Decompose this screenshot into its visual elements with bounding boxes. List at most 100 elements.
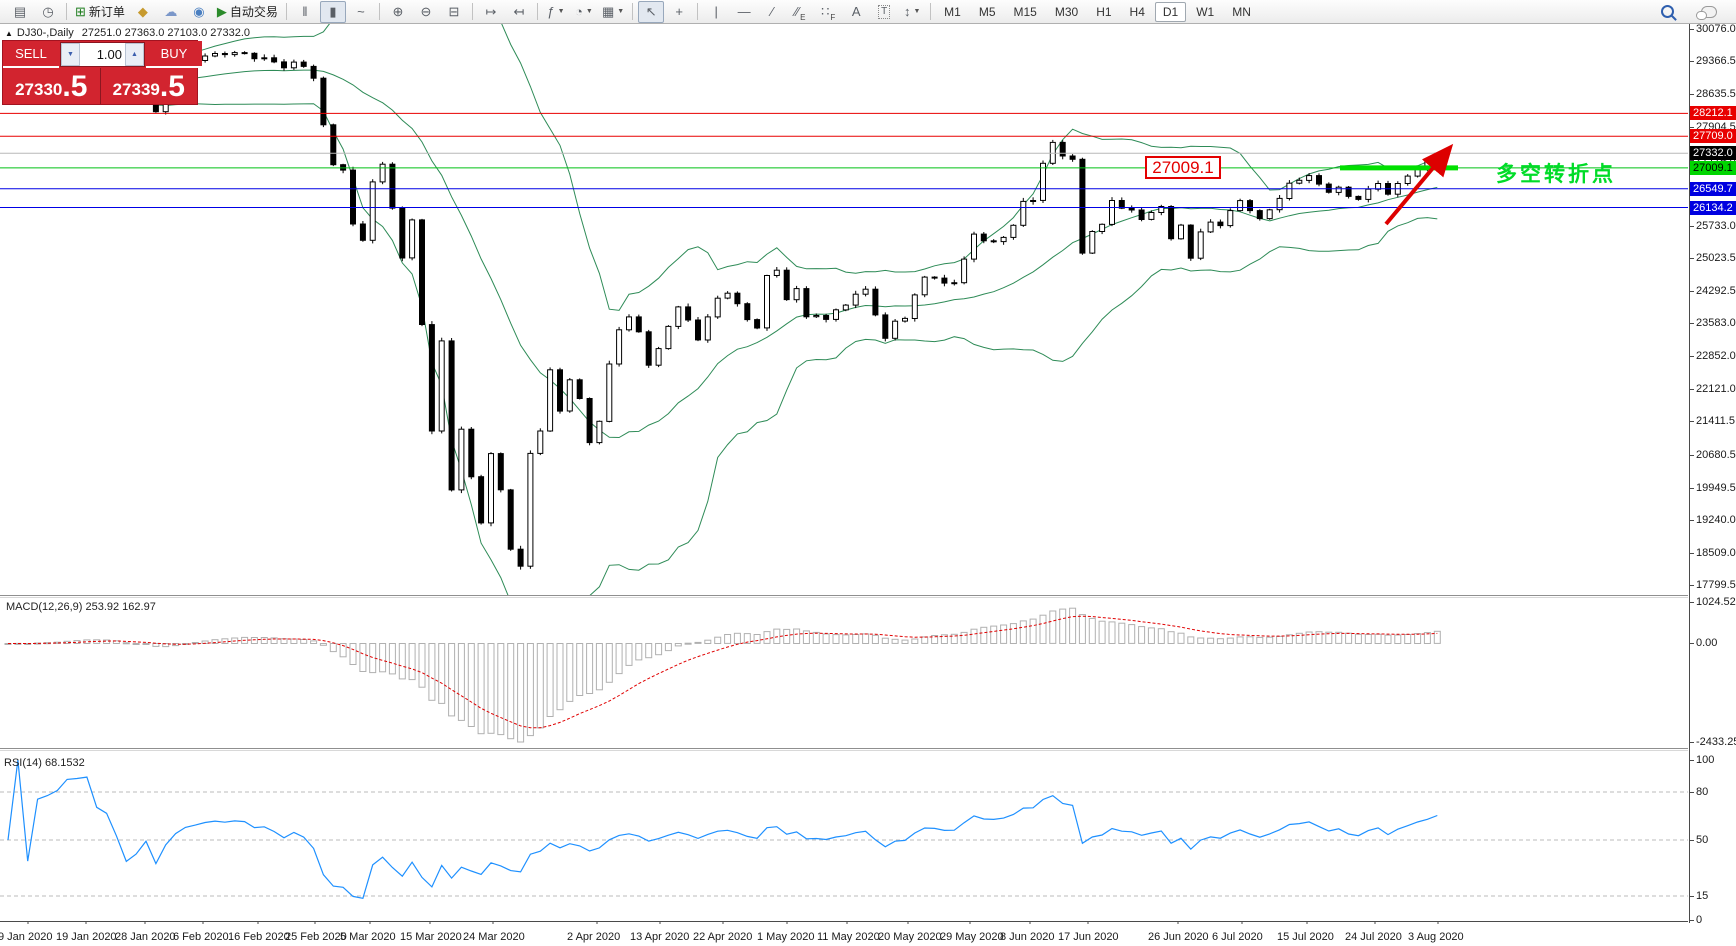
volume-decrease-button[interactable]: ▼	[61, 43, 80, 66]
timeframe-d1-button[interactable]: D1	[1154, 1, 1187, 22]
periods-icon[interactable]: ◔ ▼	[575, 4, 593, 19]
timeframe-m30-button[interactable]: M30	[1054, 4, 1079, 19]
date-label: 8 Jun 2020	[1000, 931, 1055, 943]
chart-title: ▲ DJ30-,Daily 27251.0 27363.0 27103.0 2733…	[5, 27, 250, 39]
turning-point-text[interactable]: 多空转折点	[1496, 163, 1616, 186]
sell-button[interactable]: SELL	[3, 41, 59, 68]
price-tag: 28212.1	[1690, 106, 1736, 121]
price-tick-label: 25733.0	[1690, 219, 1736, 232]
price-tick-label: 22852.0	[1690, 350, 1736, 363]
search-icon[interactable]	[1654, 1, 1680, 23]
autotrading-button[interactable]: ▶ 自动交易	[216, 4, 278, 19]
date-label: 29 May 2020	[940, 931, 1004, 943]
fibonacci-icon[interactable]: ∷ F	[821, 4, 836, 22]
date-label: 3 Aug 2020	[1408, 931, 1464, 943]
auto-scroll-icon[interactable]: ↦	[485, 4, 497, 19]
tile-windows-icon[interactable]: ⊟	[448, 4, 460, 19]
equidistant-channel-icon[interactable]: ∕∕ E	[794, 4, 806, 22]
date-label: 24 Jul 2020	[1345, 931, 1402, 943]
toolbar: ▤ ◷ ⊞ 新订单 ◆ ☁ ◉ ▶ 自动交易 ǁ ▮ ~ ⊕ ⊖ ⊟ ↦ ↤ ƒ ▼ ◔ ▼ ▦ ▼ ↖ + | — ∕ ∕∕ E ∷ F A T…	[0, 0, 1736, 24]
arrows-icon[interactable]: ↕ ▼	[903, 4, 921, 19]
price-tag: 27332.0	[1690, 146, 1736, 161]
timeframe-m1-button[interactable]: M1	[944, 4, 961, 19]
date-label: 15 Mar 2020	[400, 931, 462, 943]
price-tick-label: 25023.5	[1690, 251, 1736, 264]
date-label: 17 Jun 2020	[1058, 931, 1119, 943]
collapse-panel-icon[interactable]: ▲	[5, 29, 13, 38]
price-tick-label: 21411.5	[1690, 415, 1735, 428]
timeframe-h4-button[interactable]: H4	[1129, 4, 1145, 19]
buy-price[interactable]: 27339.5	[112, 70, 185, 103]
signals-icon[interactable]: ◉	[193, 4, 205, 19]
line-chart-icon[interactable]: ~	[357, 4, 365, 19]
timeframe-h1-button[interactable]: H1	[1096, 4, 1112, 19]
zoom-out-icon[interactable]: ⊖	[420, 4, 432, 19]
symbol-period-label: DJ30-,Daily	[16, 27, 74, 39]
date-label: 11 May 2020	[817, 931, 880, 943]
price-tick-label: 19949.5	[1690, 481, 1736, 494]
rsi-indicator-label: RSI(14) 68.1532	[4, 757, 85, 769]
cursor-icon[interactable]: ↖	[638, 0, 665, 23]
price-tick-label: 17799.5	[1690, 579, 1736, 591]
price-tick-label: 30076.0	[1690, 23, 1736, 35]
buy-button[interactable]: BUY	[146, 41, 202, 68]
date-label: 5 Mar 2020	[340, 931, 396, 943]
date-label: 24 Mar 2020	[463, 931, 525, 943]
price-tick-label: 19240.0	[1690, 513, 1736, 526]
strategy-tester-icon[interactable]: ◷	[42, 4, 54, 19]
timeframe-w1-button[interactable]: W1	[1196, 4, 1215, 19]
chart-canvas[interactable]	[0, 24, 1690, 926]
community-icon[interactable]: ☁	[164, 4, 178, 19]
date-label: 22 Apr 2020	[693, 931, 753, 943]
chat-icon[interactable]	[1696, 1, 1722, 23]
market-watch-icon[interactable]: ▤	[13, 4, 27, 19]
indicators-icon[interactable]: ƒ ▼	[547, 4, 565, 19]
date-label: 13 Apr 2020	[630, 931, 690, 943]
rsi-axis-label: 100	[1689, 754, 1715, 766]
date-label: 1 May 2020	[757, 931, 815, 943]
crosshair-icon[interactable]: +	[675, 4, 683, 19]
price-tick-label: 22121.0	[1690, 383, 1736, 396]
rsi-axis-label: 0	[1689, 914, 1703, 926]
new-order-button[interactable]: ⊞ 新订单	[75, 4, 125, 19]
trendline-icon[interactable]: ∕	[771, 4, 774, 19]
volume-input[interactable]	[80, 43, 125, 66]
macd-axis-label: 1024.52	[1690, 596, 1736, 608]
price-tag: 26549.7	[1690, 181, 1736, 196]
date-label: 16 Feb 2020	[228, 931, 290, 943]
price-annotation-box[interactable]: 27009.1	[1145, 156, 1221, 179]
volume-increase-button[interactable]: ▲	[125, 43, 144, 66]
price-axis[interactable]: 30076.029366.528635.527904.527174.026464…	[1689, 23, 1736, 926]
rsi-axis-label: 80	[1689, 786, 1709, 798]
text-label-icon[interactable]: T	[871, 1, 897, 23]
macd-indicator-label: MACD(12,26,9) 253.92 162.97	[6, 601, 156, 613]
rsi-axis-label: 50	[1689, 834, 1709, 846]
vertical-line-icon[interactable]: |	[714, 4, 718, 19]
time-axis[interactable]: 9 Jan 2020 19 Jan 2020 28 Jan 2020 6 Feb 20…	[0, 930, 1688, 946]
date-label: 2 Apr 2020	[567, 931, 621, 943]
horizontal-line-icon[interactable]: —	[737, 4, 751, 19]
timeframe-m5-button[interactable]: M5	[978, 4, 996, 19]
rsi-axis-label: 15	[1689, 890, 1709, 902]
price-tick-label: 20680.5	[1690, 448, 1736, 461]
price-tick-label: 28635.5	[1690, 88, 1736, 101]
templates-icon[interactable]: ▦ ▼	[601, 4, 625, 19]
chart-shift-icon[interactable]: ↤	[513, 4, 525, 19]
date-label: 15 Jul 2020	[1277, 931, 1334, 943]
date-label: 19 Jan 2020	[56, 931, 117, 943]
candlestick-chart-icon[interactable]: ▮	[319, 0, 346, 23]
sell-price[interactable]: 27330.5	[3, 68, 101, 104]
zoom-in-icon[interactable]: ⊕	[392, 4, 404, 19]
text-icon[interactable]: A	[851, 4, 861, 19]
timeframe-m15-button[interactable]: M15	[1013, 4, 1037, 19]
price-tag: 27709.0	[1690, 129, 1736, 144]
price-tick-label: 24292.5	[1690, 284, 1736, 297]
bar-chart-icon[interactable]: ǁ	[302, 4, 308, 19]
date-label: 20 May 2020	[878, 931, 942, 943]
date-label: 25 Feb 2020	[285, 931, 347, 943]
mql5-market-icon[interactable]: ◆	[137, 4, 148, 19]
timeframe-mn-button[interactable]: MN	[1232, 4, 1251, 19]
ohlc-values: 27251.0 27363.0 27103.0 27332.0	[81, 27, 250, 39]
macd-axis-label: 0.00	[1689, 637, 1718, 650]
price-tick-label: 23583.0	[1690, 317, 1736, 330]
